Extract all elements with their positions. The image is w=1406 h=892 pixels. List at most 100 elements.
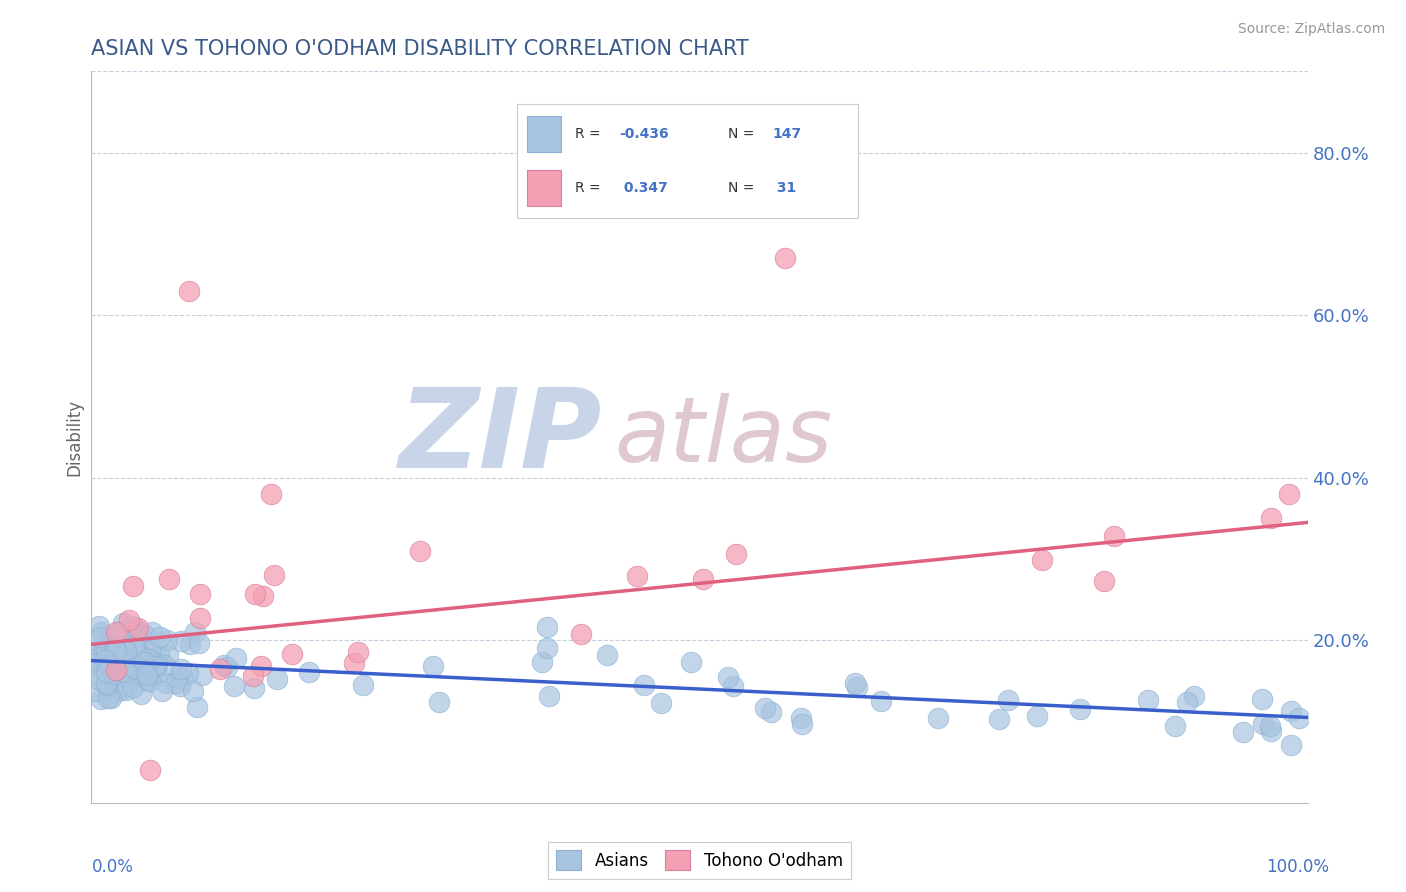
Point xyxy=(1260,724,1282,739)
Point xyxy=(118,613,141,627)
Point xyxy=(409,544,432,558)
Point xyxy=(108,625,131,640)
Point xyxy=(188,611,211,625)
Point xyxy=(122,680,145,694)
Point xyxy=(87,648,110,662)
Point xyxy=(181,683,204,698)
Point xyxy=(84,652,107,666)
Point xyxy=(145,657,167,672)
Point xyxy=(165,676,187,690)
Point xyxy=(87,619,110,633)
Point xyxy=(692,572,714,586)
Point xyxy=(242,669,264,683)
Point xyxy=(131,687,153,701)
Point xyxy=(110,683,132,698)
Point xyxy=(650,696,672,710)
Point xyxy=(103,667,125,681)
Point xyxy=(132,655,155,669)
Point xyxy=(128,649,150,664)
Point xyxy=(1104,529,1126,543)
Point xyxy=(754,701,776,715)
Point xyxy=(536,620,558,634)
Point xyxy=(105,663,128,677)
Point xyxy=(127,632,149,647)
Point xyxy=(128,655,150,669)
Point xyxy=(105,657,128,672)
Point xyxy=(790,711,813,725)
Point xyxy=(104,685,127,699)
Point xyxy=(170,662,193,676)
Point xyxy=(121,578,143,592)
Point xyxy=(352,678,374,692)
Point xyxy=(1258,719,1281,733)
Point xyxy=(135,665,157,680)
Point xyxy=(179,637,201,651)
Legend: Asians, Tohono O'odham: Asians, Tohono O'odham xyxy=(548,841,851,879)
Point xyxy=(90,624,112,639)
Point xyxy=(679,655,702,669)
Point xyxy=(209,663,232,677)
Point xyxy=(790,716,813,731)
Point xyxy=(129,654,152,668)
Point xyxy=(101,652,124,666)
Point xyxy=(94,653,117,667)
Point xyxy=(169,668,191,682)
Point xyxy=(114,665,136,680)
Text: atlas: atlas xyxy=(614,393,832,481)
Point xyxy=(87,673,110,687)
Point xyxy=(250,658,273,673)
Point xyxy=(1164,719,1187,733)
Text: ZIP: ZIP xyxy=(399,384,602,491)
Point xyxy=(626,568,648,582)
Point xyxy=(569,627,592,641)
Point xyxy=(89,642,111,657)
Point xyxy=(86,684,108,698)
Point xyxy=(136,656,159,670)
Point xyxy=(243,587,266,601)
Point xyxy=(132,649,155,664)
Point xyxy=(141,625,163,640)
Point xyxy=(1260,511,1282,525)
Point xyxy=(86,668,108,682)
Point xyxy=(104,625,127,640)
Point xyxy=(94,645,117,659)
Point xyxy=(139,764,162,778)
Point xyxy=(139,652,162,666)
Point xyxy=(190,587,212,601)
Point xyxy=(225,650,247,665)
Point xyxy=(90,692,112,706)
Point xyxy=(138,673,160,687)
Point xyxy=(121,618,143,632)
Point xyxy=(260,486,283,500)
Point xyxy=(104,643,127,657)
Point xyxy=(997,693,1019,707)
Point xyxy=(1250,691,1272,706)
Point xyxy=(298,665,321,680)
Point xyxy=(243,681,266,696)
Point xyxy=(191,668,214,682)
Point xyxy=(105,644,128,658)
Point xyxy=(108,664,131,678)
Y-axis label: Disability: Disability xyxy=(65,399,83,475)
Text: Source: ZipAtlas.com: Source: ZipAtlas.com xyxy=(1237,22,1385,37)
Point xyxy=(169,679,191,693)
Point xyxy=(96,675,118,690)
Point xyxy=(115,644,138,658)
Point xyxy=(143,658,166,673)
Point xyxy=(172,673,194,687)
Point xyxy=(129,648,152,663)
Point xyxy=(987,712,1010,726)
Point xyxy=(100,690,122,705)
Point xyxy=(1251,717,1274,731)
Point xyxy=(759,705,782,719)
Point xyxy=(177,666,200,681)
Point xyxy=(108,656,131,670)
Point xyxy=(215,660,238,674)
Point xyxy=(98,669,121,683)
Point xyxy=(156,648,179,663)
Point xyxy=(98,659,121,673)
Point xyxy=(100,668,122,682)
Point xyxy=(115,682,138,697)
Point xyxy=(266,672,288,686)
Point xyxy=(149,630,172,644)
